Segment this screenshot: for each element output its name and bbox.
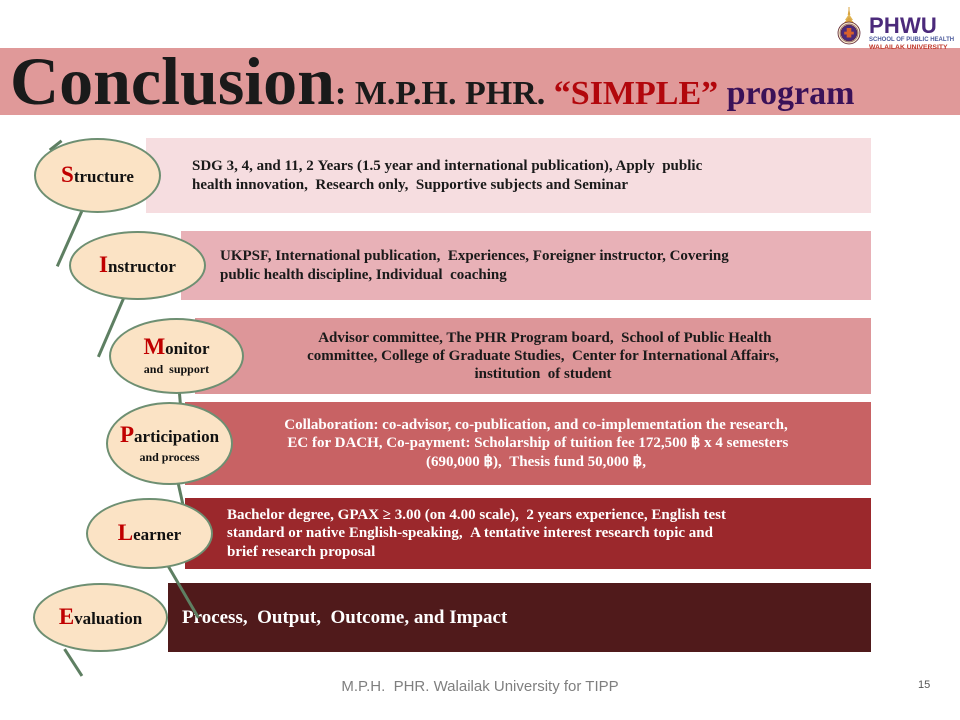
svg-text:SCHOOL OF PUBLIC HEALTH: SCHOOL OF PUBLIC HEALTH xyxy=(869,37,954,43)
svg-text:WALAILAK UNIVERSITY: WALAILAK UNIVERSITY xyxy=(869,44,948,51)
svg-text:PHWU: PHWU xyxy=(869,13,937,38)
